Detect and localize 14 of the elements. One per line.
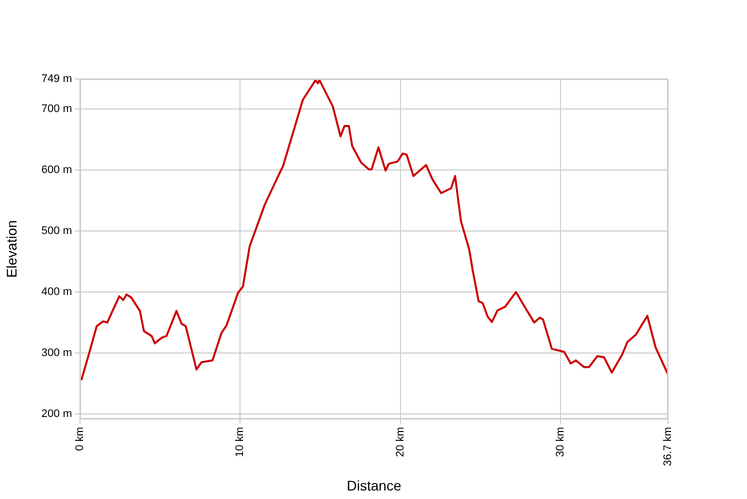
- y-tick-label: 300 m: [41, 347, 72, 360]
- y-tick-label: 200 m: [41, 408, 72, 420]
- y-axis-title: Elevation: [3, 220, 20, 278]
- x-tick-label: 36.7 km: [662, 427, 674, 466]
- x-tick-label: 0 km: [74, 427, 86, 451]
- y-tick-label: 700 m: [41, 102, 72, 115]
- x-tick-label: 10 km: [234, 427, 246, 457]
- x-axis-title: Distance: [346, 477, 402, 494]
- y-tick-label: 500 m: [41, 225, 72, 238]
- x-tick-label: 30 km: [554, 427, 567, 457]
- y-tick-label: 749 m: [41, 73, 72, 86]
- y-tick-label: 400 m: [41, 286, 72, 298]
- x-tick-label: 20 km: [394, 427, 406, 457]
- y-tick-label: 600 m: [41, 164, 72, 176]
